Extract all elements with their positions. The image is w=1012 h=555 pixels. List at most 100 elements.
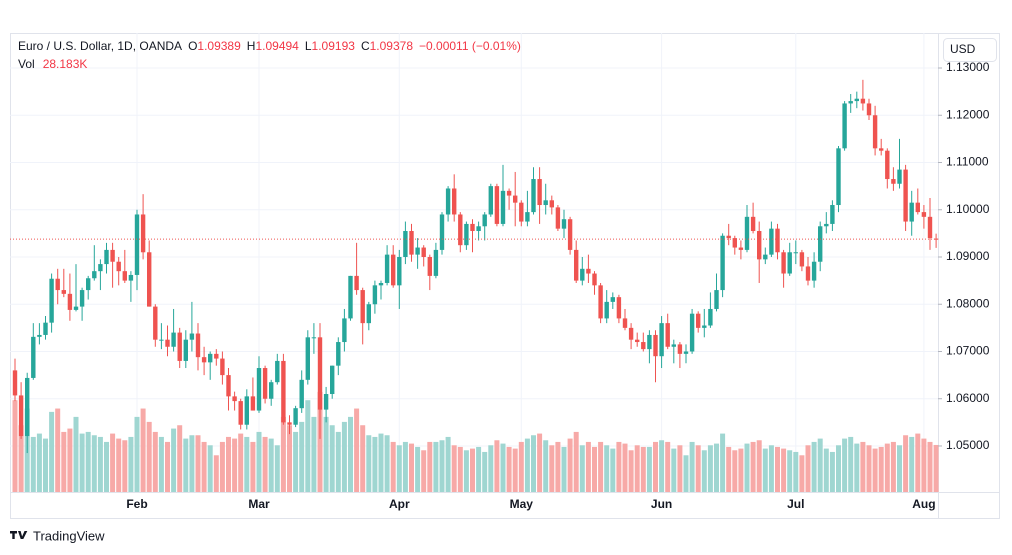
open-letter: O	[188, 39, 197, 53]
volume-bar	[781, 448, 787, 492]
volume-bar	[390, 441, 396, 492]
volume-bar	[640, 446, 646, 492]
close-letter: C	[361, 39, 370, 53]
volume-bar	[720, 433, 726, 492]
candle-body	[561, 219, 567, 229]
candle-body	[811, 261, 817, 281]
candle-body	[384, 254, 390, 283]
candle-body	[439, 214, 445, 250]
volume-bar	[30, 436, 36, 492]
volume-bar	[860, 441, 866, 492]
volume-bar	[872, 448, 878, 492]
candle-body	[720, 235, 725, 291]
volume-bar	[732, 450, 738, 492]
x-tick-label: Jun	[651, 497, 672, 511]
candle-body	[98, 264, 103, 272]
candle-body	[409, 231, 414, 255]
candle-body	[781, 252, 786, 274]
candle-body	[677, 344, 683, 354]
volume-bar	[195, 435, 201, 492]
volume-bar	[360, 425, 366, 492]
volume-bar	[439, 440, 445, 492]
volume-bar	[427, 441, 433, 492]
candle-body	[238, 401, 243, 425]
high-value: 1.09494	[255, 39, 299, 53]
candle-body	[269, 382, 274, 399]
candle-body	[488, 186, 493, 215]
candle-body	[299, 379, 304, 409]
volume-bar	[329, 425, 335, 492]
volume-bar	[848, 436, 854, 492]
volume-bar	[714, 443, 719, 492]
candle-body	[153, 306, 158, 340]
volume-bar	[61, 431, 67, 492]
volume-bar	[555, 441, 561, 492]
candle-body	[799, 252, 805, 267]
candle-body	[256, 368, 262, 411]
currency-button[interactable]	[943, 38, 997, 62]
volume-bar	[311, 416, 317, 492]
candle-body	[214, 353, 219, 359]
volume-bar	[409, 443, 414, 492]
volume-bar	[287, 425, 292, 492]
volume-bar	[280, 416, 286, 492]
candle-body	[683, 351, 689, 354]
volume-bar	[140, 408, 146, 492]
candle-body	[506, 190, 512, 196]
volume-bar	[836, 445, 841, 492]
volume-bar	[85, 431, 91, 492]
volume-bar	[494, 440, 500, 492]
volume-bar	[768, 445, 774, 492]
volume-bar	[524, 438, 530, 492]
candle-body	[25, 377, 30, 437]
volume-bar	[585, 441, 591, 492]
volume-bar	[341, 421, 347, 492]
volume-bar	[518, 441, 524, 492]
volume-bar	[677, 445, 683, 492]
candle-body	[616, 297, 622, 319]
candle-body	[927, 216, 933, 239]
candle-body	[452, 188, 457, 215]
currency-label[interactable]: USD	[950, 42, 976, 56]
volume-bar	[787, 450, 793, 492]
candle-body	[818, 226, 823, 262]
volume-bar	[158, 436, 164, 492]
volume-bar	[628, 450, 634, 492]
candle-body	[147, 252, 152, 307]
candle-body	[500, 190, 506, 224]
candle-body	[372, 285, 378, 305]
candle-body	[116, 261, 121, 272]
volume-bar	[616, 441, 622, 492]
volume-bar	[274, 445, 280, 492]
candle-body	[574, 249, 579, 281]
candle-body	[598, 285, 603, 319]
volume-bar	[49, 411, 55, 492]
candle-body	[604, 301, 609, 319]
volume-bar	[299, 421, 305, 492]
candle-body	[348, 275, 353, 319]
candle-body	[866, 103, 872, 116]
candle-body	[494, 186, 500, 224]
candle-body	[360, 290, 365, 324]
candle-body	[104, 249, 109, 265]
volume-bar	[500, 443, 506, 492]
candle-body	[323, 394, 329, 410]
volume-bar	[177, 425, 183, 492]
volume-bar	[622, 443, 628, 492]
volume-bar	[817, 438, 823, 492]
candle-body	[275, 360, 280, 383]
volume-bar	[866, 445, 872, 492]
candle-body	[287, 422, 292, 425]
candle-body	[128, 274, 134, 281]
candle-body	[933, 238, 939, 240]
close-value: 1.09378	[370, 39, 414, 53]
y-tick-label: 1.13000	[946, 60, 990, 74]
volume-bar	[183, 438, 189, 492]
volume-bar	[402, 441, 408, 492]
y-tick-label: 1.09000	[946, 249, 990, 263]
candle-body	[543, 200, 548, 206]
y-tick-label: 1.11000	[946, 155, 989, 169]
candle-body	[226, 375, 231, 397]
volume-bar	[829, 451, 835, 492]
